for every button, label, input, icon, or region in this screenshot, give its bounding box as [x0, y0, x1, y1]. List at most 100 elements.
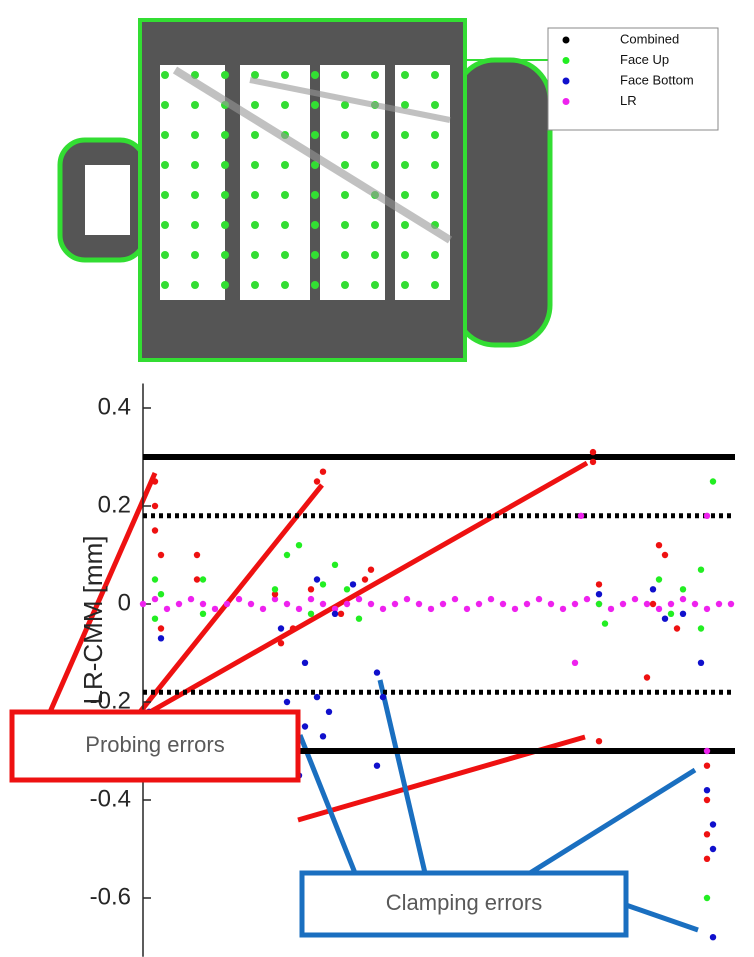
point	[332, 562, 338, 568]
point	[332, 611, 338, 617]
point	[464, 606, 470, 612]
point	[698, 660, 704, 666]
point	[578, 513, 584, 519]
point	[596, 591, 602, 597]
point	[194, 576, 200, 582]
point	[674, 625, 680, 631]
point	[596, 601, 602, 607]
legend-marker	[563, 78, 570, 85]
point	[272, 586, 278, 592]
point	[512, 606, 518, 612]
point	[728, 601, 734, 607]
point	[668, 611, 674, 617]
legend-label: Face Up	[620, 52, 669, 67]
point	[296, 606, 302, 612]
point	[290, 625, 296, 631]
legend-label: Face Bottom	[620, 72, 694, 87]
point	[710, 821, 716, 827]
point	[662, 616, 668, 622]
point	[152, 616, 158, 622]
point	[314, 694, 320, 700]
point	[158, 591, 164, 597]
point	[356, 616, 362, 622]
figure: LR-CMM [mm] Combined Face Up Face Bottom LR…	[0, 0, 754, 957]
point	[710, 846, 716, 852]
point	[602, 620, 608, 626]
y-tick-label: -0.6	[90, 883, 131, 910]
legend-marker	[563, 57, 570, 64]
point	[692, 601, 698, 607]
point	[278, 640, 284, 646]
point	[158, 625, 164, 631]
point	[404, 596, 410, 602]
point	[164, 606, 170, 612]
legend-marker	[563, 37, 570, 44]
point	[344, 586, 350, 592]
point	[650, 586, 656, 592]
point	[452, 596, 458, 602]
point	[158, 635, 164, 641]
point	[416, 601, 422, 607]
point	[278, 625, 284, 631]
point	[704, 797, 710, 803]
legend-label: LR	[620, 93, 637, 108]
point	[200, 576, 206, 582]
point	[344, 601, 350, 607]
point	[716, 601, 722, 607]
point	[188, 596, 194, 602]
point	[320, 581, 326, 587]
point	[362, 576, 368, 582]
point	[584, 596, 590, 602]
point	[656, 606, 662, 612]
point	[320, 733, 326, 739]
point	[590, 459, 596, 465]
point	[428, 606, 434, 612]
point	[704, 856, 710, 862]
point	[662, 552, 668, 558]
point	[500, 601, 506, 607]
point	[560, 606, 566, 612]
point	[632, 596, 638, 602]
point	[644, 674, 650, 680]
point	[236, 596, 242, 602]
y-tick-label: 0	[118, 589, 131, 616]
point	[350, 581, 356, 587]
point	[368, 567, 374, 573]
point	[440, 601, 446, 607]
point	[668, 601, 674, 607]
point	[320, 601, 326, 607]
point	[656, 576, 662, 582]
point	[704, 763, 710, 769]
point	[704, 513, 710, 519]
point	[248, 601, 254, 607]
legend-label: Combined	[620, 31, 679, 46]
point	[260, 606, 266, 612]
point	[572, 601, 578, 607]
legend-marker	[563, 98, 570, 105]
point	[488, 596, 494, 602]
point	[596, 581, 602, 587]
point	[200, 601, 206, 607]
point	[524, 601, 530, 607]
point	[194, 552, 200, 558]
point	[308, 596, 314, 602]
point	[314, 576, 320, 582]
point	[704, 787, 710, 793]
point	[224, 601, 230, 607]
y-tick-label: 0.2	[98, 491, 131, 518]
point	[644, 601, 650, 607]
y-tick-label: 0.4	[98, 393, 131, 420]
point	[680, 611, 686, 617]
point	[380, 606, 386, 612]
point	[314, 478, 320, 484]
point	[608, 606, 614, 612]
y-tick-label: -0.4	[90, 785, 131, 812]
point	[536, 596, 542, 602]
point	[158, 552, 164, 558]
point	[302, 660, 308, 666]
point	[704, 606, 710, 612]
y-axis-label: LR-CMM [mm]	[78, 536, 108, 705]
point	[656, 542, 662, 548]
point	[326, 709, 332, 715]
car-body-diagram	[60, 20, 550, 360]
